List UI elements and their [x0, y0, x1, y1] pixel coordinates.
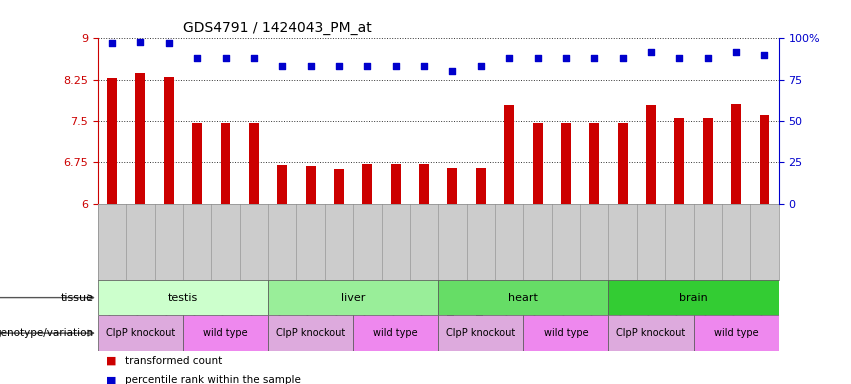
Text: ■: ■: [106, 356, 117, 366]
Text: ClpP knockout: ClpP knockout: [276, 328, 346, 338]
Point: [701, 55, 715, 61]
Bar: [98, 315, 183, 351]
Bar: [183, 315, 268, 351]
Point: [446, 68, 460, 74]
Text: percentile rank within the sample: percentile rank within the sample: [125, 375, 301, 384]
Bar: [135, 73, 146, 204]
Bar: [249, 123, 259, 204]
Bar: [674, 118, 684, 204]
Bar: [448, 168, 458, 204]
Text: wild type: wild type: [714, 328, 758, 338]
Text: brain: brain: [679, 293, 708, 303]
Point: [672, 55, 686, 61]
Bar: [353, 315, 438, 351]
Text: heart: heart: [508, 293, 539, 303]
Text: testis: testis: [168, 293, 198, 303]
Bar: [694, 315, 779, 351]
Text: wild type: wild type: [544, 328, 588, 338]
Bar: [163, 78, 174, 204]
Text: transformed count: transformed count: [125, 356, 222, 366]
Text: ClpP knockout: ClpP knockout: [106, 328, 175, 338]
Bar: [192, 122, 203, 204]
Bar: [220, 123, 231, 204]
Bar: [589, 123, 599, 204]
Bar: [608, 280, 779, 315]
Bar: [523, 315, 608, 351]
Point: [134, 39, 147, 45]
Point: [417, 63, 431, 70]
Bar: [98, 280, 268, 315]
Bar: [731, 104, 741, 204]
Text: wild type: wild type: [374, 328, 418, 338]
Bar: [759, 116, 769, 204]
Point: [389, 63, 403, 70]
Point: [332, 63, 346, 70]
Bar: [363, 164, 373, 204]
Bar: [268, 280, 438, 315]
Bar: [391, 164, 401, 204]
Point: [162, 40, 175, 46]
Text: GDS4791 / 1424043_PM_at: GDS4791 / 1424043_PM_at: [183, 21, 372, 35]
Bar: [561, 123, 571, 204]
Point: [502, 55, 516, 61]
Bar: [306, 166, 316, 204]
Point: [276, 63, 289, 70]
Text: ClpP knockout: ClpP knockout: [616, 328, 686, 338]
Bar: [438, 315, 523, 351]
Point: [247, 55, 260, 61]
Point: [757, 52, 771, 58]
Point: [106, 40, 119, 46]
Bar: [504, 105, 514, 204]
Text: tissue: tissue: [60, 293, 94, 303]
Point: [559, 55, 573, 61]
Text: ClpP knockout: ClpP knockout: [446, 328, 516, 338]
Point: [191, 55, 204, 61]
Text: wild type: wild type: [203, 328, 248, 338]
Point: [304, 63, 317, 70]
Bar: [277, 165, 288, 204]
Bar: [476, 168, 486, 204]
Point: [729, 48, 743, 55]
Point: [219, 55, 232, 61]
Bar: [419, 164, 429, 204]
Bar: [618, 123, 628, 204]
Text: ■: ■: [106, 375, 117, 384]
Bar: [438, 280, 608, 315]
Text: genotype/variation: genotype/variation: [0, 328, 94, 338]
Bar: [334, 169, 344, 204]
Point: [361, 63, 374, 70]
Bar: [608, 315, 694, 351]
Point: [531, 55, 545, 61]
Point: [587, 55, 601, 61]
Bar: [646, 105, 656, 204]
Bar: [107, 78, 117, 204]
Bar: [703, 118, 712, 204]
Point: [616, 55, 630, 61]
Text: liver: liver: [341, 293, 365, 303]
Bar: [268, 315, 353, 351]
Bar: [533, 122, 542, 204]
Point: [474, 63, 488, 70]
Point: [644, 48, 658, 55]
